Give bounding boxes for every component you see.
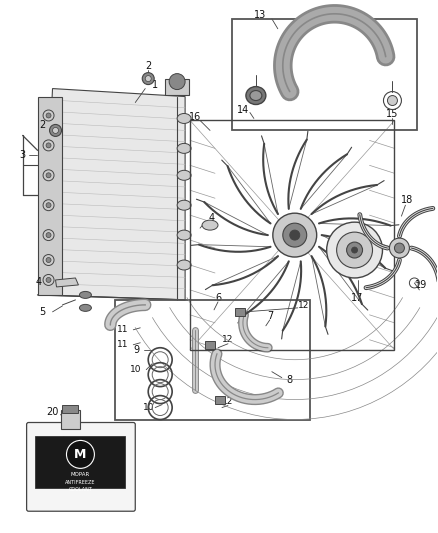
Text: 7: 7 [267, 311, 273, 321]
Text: 14: 14 [237, 106, 249, 116]
Bar [63, 405, 78, 413]
Polygon shape [38, 96, 63, 295]
Text: 3: 3 [20, 150, 26, 160]
Bar [165, 78, 189, 94]
Bar [232, 19, 417, 131]
Circle shape [43, 170, 54, 181]
Text: 9: 9 [133, 345, 139, 355]
Text: 11: 11 [117, 340, 128, 349]
Circle shape [49, 124, 61, 136]
Bar [60, 409, 81, 430]
Ellipse shape [250, 91, 262, 101]
Circle shape [352, 247, 357, 253]
Text: MOPAR: MOPAR [71, 472, 90, 477]
Text: M: M [74, 448, 87, 461]
Ellipse shape [177, 230, 191, 240]
Circle shape [43, 140, 54, 151]
FancyBboxPatch shape [27, 423, 135, 511]
Circle shape [46, 203, 51, 208]
Circle shape [43, 230, 54, 240]
Text: 17: 17 [351, 293, 364, 303]
Ellipse shape [177, 200, 191, 210]
Text: 1: 1 [152, 79, 158, 90]
Ellipse shape [177, 143, 191, 154]
Text: 11: 11 [117, 325, 128, 334]
Circle shape [43, 274, 54, 286]
Text: 20: 20 [46, 407, 59, 416]
Text: 18: 18 [401, 195, 413, 205]
Polygon shape [56, 278, 78, 287]
Circle shape [46, 113, 51, 118]
Bar [215, 395, 225, 403]
Bar [235, 308, 245, 316]
Circle shape [145, 76, 151, 82]
Text: 13: 13 [254, 10, 266, 20]
Circle shape [43, 200, 54, 211]
Circle shape [290, 230, 300, 240]
Text: 12: 12 [298, 301, 309, 310]
Circle shape [283, 223, 307, 247]
Text: 2: 2 [39, 120, 46, 131]
Text: 12: 12 [222, 397, 233, 406]
Text: 8: 8 [287, 375, 293, 385]
Ellipse shape [202, 220, 218, 230]
Bar [115, 300, 310, 419]
Text: 6: 6 [215, 293, 221, 303]
Circle shape [337, 232, 372, 268]
Ellipse shape [177, 260, 191, 270]
Ellipse shape [177, 171, 191, 180]
Text: 12: 12 [222, 335, 233, 344]
Text: 4: 4 [35, 277, 42, 287]
Text: 19: 19 [415, 280, 427, 290]
Text: 15: 15 [386, 109, 399, 119]
Bar [205, 341, 215, 349]
Circle shape [46, 143, 51, 148]
Text: 4: 4 [209, 213, 215, 223]
Ellipse shape [246, 86, 266, 104]
Circle shape [169, 74, 185, 90]
Ellipse shape [79, 292, 92, 298]
Circle shape [346, 242, 363, 258]
Circle shape [142, 72, 154, 85]
Circle shape [43, 110, 54, 121]
Text: 16: 16 [189, 112, 201, 123]
Circle shape [46, 257, 51, 263]
Bar [35, 437, 125, 488]
Text: COOLANT: COOLANT [68, 487, 92, 492]
Text: 5: 5 [39, 307, 46, 317]
Text: 10: 10 [130, 365, 141, 374]
Circle shape [395, 243, 404, 253]
Circle shape [46, 278, 51, 282]
Circle shape [53, 127, 59, 133]
Polygon shape [42, 88, 185, 300]
Circle shape [273, 213, 317, 257]
Circle shape [388, 95, 397, 106]
Circle shape [46, 173, 51, 178]
Circle shape [389, 238, 410, 258]
Ellipse shape [177, 114, 191, 124]
Bar [190, 120, 395, 350]
Text: 10: 10 [142, 403, 154, 412]
Ellipse shape [79, 304, 92, 311]
Circle shape [46, 232, 51, 238]
Circle shape [67, 440, 95, 469]
Text: 2: 2 [145, 61, 152, 71]
Circle shape [43, 255, 54, 265]
Circle shape [327, 222, 382, 278]
Text: ANTIFREEZE: ANTIFREEZE [65, 480, 95, 485]
